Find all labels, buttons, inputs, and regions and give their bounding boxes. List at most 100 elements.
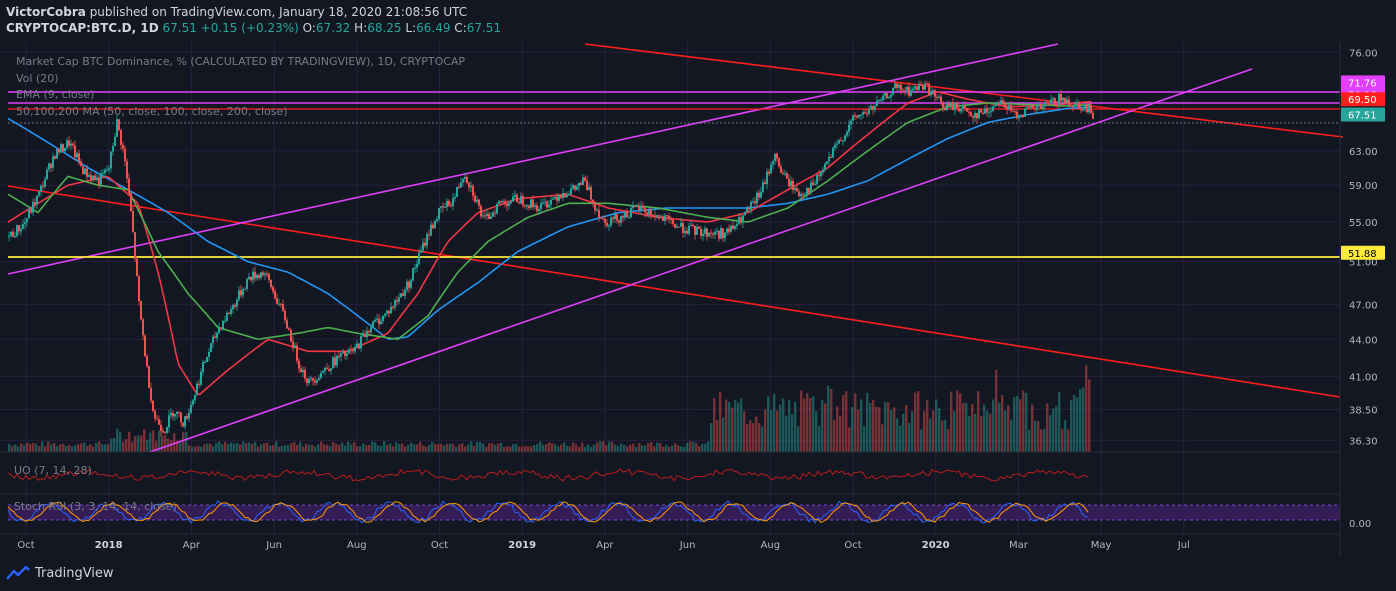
- price-axis[interactable]: 76.00 63.00 59.00 55.00 51.00 47.00 44.00 41.00…: [1339, 42, 1385, 557]
- candle-body-466: [474, 195, 476, 202]
- candle-body-420: [428, 234, 430, 236]
- candle-body-34: [42, 185, 44, 187]
- volume-bar-834: [842, 395, 845, 452]
- candle-body-860: [868, 109, 870, 114]
- candle-body-454: [462, 178, 464, 183]
- candle-body-776: [784, 173, 786, 175]
- volume-bar-837: [845, 391, 848, 452]
- volume-bar-450: [458, 444, 461, 452]
- candle-body-778: [786, 173, 788, 179]
- volume-bar-798: [806, 393, 809, 452]
- volume-bar-987: [995, 369, 998, 452]
- candle-body-1020: [1028, 107, 1030, 109]
- candle-body-726: [734, 226, 736, 229]
- volume-bar-825: [833, 419, 836, 452]
- candle-body-152: [160, 424, 162, 431]
- volume-bar-864: [872, 399, 875, 452]
- candle-body-202: [210, 343, 212, 353]
- volume-bar-33: [41, 441, 44, 452]
- candle-body-438: [446, 200, 448, 207]
- volume-bar-174: [182, 431, 185, 452]
- volume-bar-198: [206, 443, 209, 452]
- candle-body-970: [978, 109, 980, 119]
- candle-body-126: [134, 232, 136, 259]
- volume-bar-549: [557, 446, 560, 452]
- candle-body-660: [668, 216, 670, 219]
- chart-svg[interactable]: 76.00 63.00 59.00 55.00 51.00 47.00 44.00 41.00…: [0, 42, 1396, 557]
- volume-bar-630: [638, 443, 641, 452]
- candle-body-316: [324, 367, 326, 372]
- candle-body-910: [918, 83, 920, 90]
- candle-body-78: [86, 168, 88, 177]
- price-badge-bg-2: [1341, 92, 1385, 107]
- volume-bar-585: [593, 444, 596, 452]
- candle-body-366: [374, 319, 376, 322]
- candle-body-302: [310, 377, 312, 380]
- volume-bar-39: [47, 441, 50, 452]
- magenta-channel-bottom[interactable]: [149, 68, 1253, 453]
- candle-body-24: [32, 201, 34, 213]
- volume-bar-1059: [1067, 429, 1070, 452]
- candle-body-20: [28, 209, 30, 219]
- candle-body-560: [568, 194, 570, 196]
- candle-body-642: [650, 209, 652, 216]
- y-tick-1: 63.00: [1349, 147, 1378, 158]
- candle-body-882: [890, 94, 892, 97]
- candle-body-652: [660, 216, 662, 218]
- ma100-line: [7, 90, 1092, 396]
- candle-body-344: [352, 350, 354, 352]
- volume-bar-429: [437, 444, 440, 452]
- candle-body-872: [880, 99, 882, 101]
- open-label: O:: [302, 21, 316, 35]
- volume-bar-591: [599, 441, 602, 452]
- time-axis[interactable]: Oct 2018 Apr Jun Aug Oct 2019 Apr Jun Aug Oct 2020 M…: [0, 533, 1340, 551]
- candle-body-272: [280, 303, 282, 305]
- candle-body-984: [992, 106, 994, 112]
- volume-bar-99: [107, 444, 110, 452]
- candle-body-590: [598, 209, 600, 218]
- candle-body-234: [242, 289, 244, 296]
- volume-bar-696: [704, 443, 707, 452]
- red-resistance-lower[interactable]: [7, 185, 1341, 398]
- volume-bar-1071: [1079, 389, 1082, 452]
- candle-body-588: [596, 209, 598, 211]
- candle-body-498: [506, 203, 508, 206]
- candle-body-1056: [1064, 97, 1066, 103]
- candle-body-370: [378, 318, 380, 325]
- candle-body-324: [332, 357, 334, 369]
- volume-bar-1020: [1028, 429, 1031, 452]
- red-resistance-upper[interactable]: [584, 43, 1344, 138]
- candle-body-596: [604, 219, 606, 224]
- candle-body-110: [118, 119, 120, 131]
- candle-body-628: [636, 206, 638, 208]
- magenta-channel-top[interactable]: [7, 43, 1059, 275]
- candle-body-516: [524, 205, 526, 207]
- candle-body-820: [828, 156, 830, 162]
- candle-body-1030: [1038, 103, 1040, 107]
- candle-body-960: [968, 111, 970, 113]
- volume-bar-747: [755, 416, 758, 452]
- candle-body-916: [924, 83, 926, 90]
- footer-brand[interactable]: TradingView: [6, 562, 114, 584]
- volume-bar-852: [860, 399, 863, 452]
- candle-body-468: [476, 199, 478, 202]
- volume-bar-192: [200, 446, 203, 452]
- candle-body-732: [740, 217, 742, 223]
- candle-body-260: [268, 273, 270, 280]
- candle-body-622: [630, 207, 632, 218]
- candle-body-496: [504, 201, 506, 204]
- volume-bar-702: [710, 422, 713, 452]
- candle-body-508: [516, 194, 518, 203]
- author-name[interactable]: VictorCobra: [6, 5, 86, 19]
- volume-bar-117: [125, 438, 128, 452]
- candle-body-456: [464, 177, 466, 179]
- chart-area[interactable]: 76.00 63.00 59.00 55.00 51.00 47.00 44.00 41.00…: [0, 42, 1396, 557]
- candle-body-334: [342, 350, 344, 354]
- candle-body-754: [762, 182, 764, 192]
- volume-bar-456: [464, 446, 467, 452]
- candle-body-756: [764, 182, 766, 184]
- volume-bar-684: [692, 441, 695, 452]
- volume-bar-984: [992, 399, 995, 452]
- trend-lines[interactable]: [7, 43, 1344, 453]
- volume-bar-669: [677, 445, 680, 452]
